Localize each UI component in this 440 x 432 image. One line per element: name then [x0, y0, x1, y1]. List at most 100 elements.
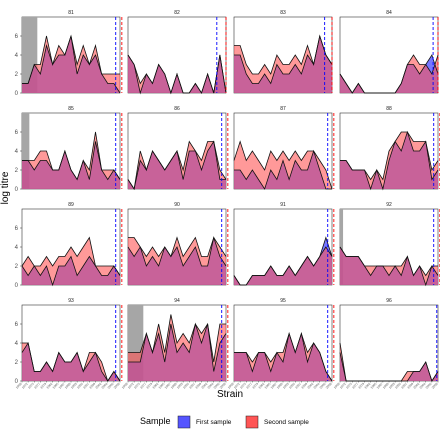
x-tick-label: 1999 [88, 382, 96, 390]
x-tick-label: 1979 [357, 382, 365, 390]
x-tick-label: 2006 [213, 382, 221, 390]
x-axis-title: Strain [217, 389, 243, 400]
series-second-sample-line [127, 140, 227, 191]
series-second-sample-area [128, 314, 226, 381]
x-tick-label: 1968 [121, 382, 129, 390]
y-tick-label: 0 [15, 91, 19, 97]
panel-strip-label: 83 [280, 10, 286, 16]
x-tick-label: 2008 [113, 382, 121, 390]
x-tick-label: 2004 [419, 382, 427, 390]
x-tick-label: 2002 [94, 382, 102, 390]
series-second-sample-line [339, 246, 438, 277]
x-tick-label: 1985 [370, 382, 378, 390]
x-tick-labels: 1968197219751977197919821985198719891993… [15, 381, 439, 390]
x-tick-label: 2008 [219, 382, 227, 390]
legend-title: Sample [140, 416, 171, 426]
panel-strip-label: 95 [280, 298, 286, 304]
y-tick-label: 4 [15, 245, 19, 251]
panel-85: 85 [21, 106, 123, 190]
panel-95: 95 [233, 298, 335, 382]
x-tick-label: 2006 [425, 382, 433, 390]
x-tick-label: 2004 [207, 382, 215, 390]
panel-strip-label: 92 [386, 202, 392, 208]
x-tick-label: 1997 [400, 382, 408, 390]
x-tick-label: 1985 [52, 382, 60, 390]
y-tick-labels: 0 2 4 6 0 2 4 6 0 2 4 6 0 2 4 6 [15, 34, 22, 385]
shaded-region [22, 113, 30, 189]
series-second-sample-line [22, 342, 121, 382]
x-tick-label: 1997 [188, 382, 196, 390]
x-tick-label: 1975 [133, 382, 141, 390]
legend-label-second-sample: Second sample [264, 419, 309, 426]
series-second-sample-line [233, 246, 333, 286]
x-tick-label: 1982 [363, 382, 371, 390]
series-second-sample-line [21, 236, 121, 276]
panel-strip-label: 85 [68, 106, 74, 112]
panel-strip-label: 93 [68, 298, 74, 304]
panel-88: 88 [339, 106, 440, 191]
y-tick-label: 6 [15, 34, 19, 40]
x-tick-label: 2002 [412, 382, 420, 390]
series-first-sample-line [21, 255, 121, 287]
panel-82: 82 [127, 10, 227, 95]
y-tick-label: 2 [15, 168, 19, 174]
panel-81: 81 [21, 10, 123, 94]
y-tick-label: 4 [15, 149, 19, 155]
panel-strip-label: 90 [174, 202, 180, 208]
y-tick-label: 6 [15, 226, 19, 232]
shaded-region [340, 209, 344, 285]
panel-strip-label: 96 [386, 298, 392, 304]
x-tick-label: 1995 [76, 382, 84, 390]
x-tick-label: 1995 [394, 382, 402, 390]
panel-92: 92 [339, 202, 440, 287]
panel-strip-label: 89 [68, 202, 74, 208]
panel-strip-label: 91 [280, 202, 286, 208]
series-second-sample-line [340, 131, 439, 181]
x-tick-label: 1989 [276, 382, 284, 390]
panel-strip-label: 87 [280, 106, 286, 112]
series-second-sample-area [128, 141, 226, 189]
x-tick-label: 1968 [227, 382, 235, 390]
y-tick-label: 2 [15, 360, 19, 366]
panels-layer: 81 82 83 84 85 86 87 88 89 90 91 92 93 94 95 96 [21, 10, 440, 382]
x-tick-label: 1985 [158, 382, 166, 390]
panel-89: 89 [21, 202, 123, 287]
x-tick-label: 1968 [333, 382, 341, 390]
y-tick-label: 0 [15, 187, 19, 193]
x-tick-label: 1985 [264, 382, 272, 390]
x-tick-label: 1989 [170, 382, 178, 390]
x-tick-label: 2006 [319, 382, 327, 390]
x-tick-label: 1993 [70, 382, 78, 390]
series-second-sample-area [22, 36, 120, 93]
x-tick-label: 1987 [58, 382, 66, 390]
series-second-sample-area [234, 333, 332, 381]
panel-strip-label: 88 [386, 106, 392, 112]
x-tick-label: 1977 [139, 382, 147, 390]
x-tick-label: 2004 [101, 382, 109, 390]
series-second-sample-line [233, 140, 333, 190]
x-tick-label: 2004 [313, 382, 321, 390]
x-tick-label: 1999 [194, 382, 202, 390]
panel-91: 91 [233, 202, 335, 286]
panel-84: 84 [339, 10, 439, 94]
y-tick-label: 2 [15, 264, 19, 270]
x-tick-label: 1995 [288, 382, 296, 390]
x-tick-label: 1982 [151, 382, 159, 390]
panel-90: 90 [127, 202, 229, 286]
panel-94: 94 [127, 298, 229, 382]
x-tick-label: 1999 [406, 382, 414, 390]
series-second-sample-line [234, 332, 333, 382]
panel-strip-label: 84 [386, 10, 392, 16]
legend-key-first-sample [177, 415, 191, 429]
series-second-sample-line [128, 236, 227, 258]
panel-93: 93 [21, 298, 123, 382]
series-second-sample-area [22, 237, 120, 285]
panel-strip-label: 86 [174, 106, 180, 112]
x-tick-label: 1975 [239, 382, 247, 390]
series-second-sample-line [128, 314, 226, 363]
x-tick-label: 2002 [306, 382, 314, 390]
y-tick-label: 0 [15, 283, 19, 289]
panel-83: 83 [233, 10, 333, 94]
series-second-sample-area [234, 141, 332, 189]
